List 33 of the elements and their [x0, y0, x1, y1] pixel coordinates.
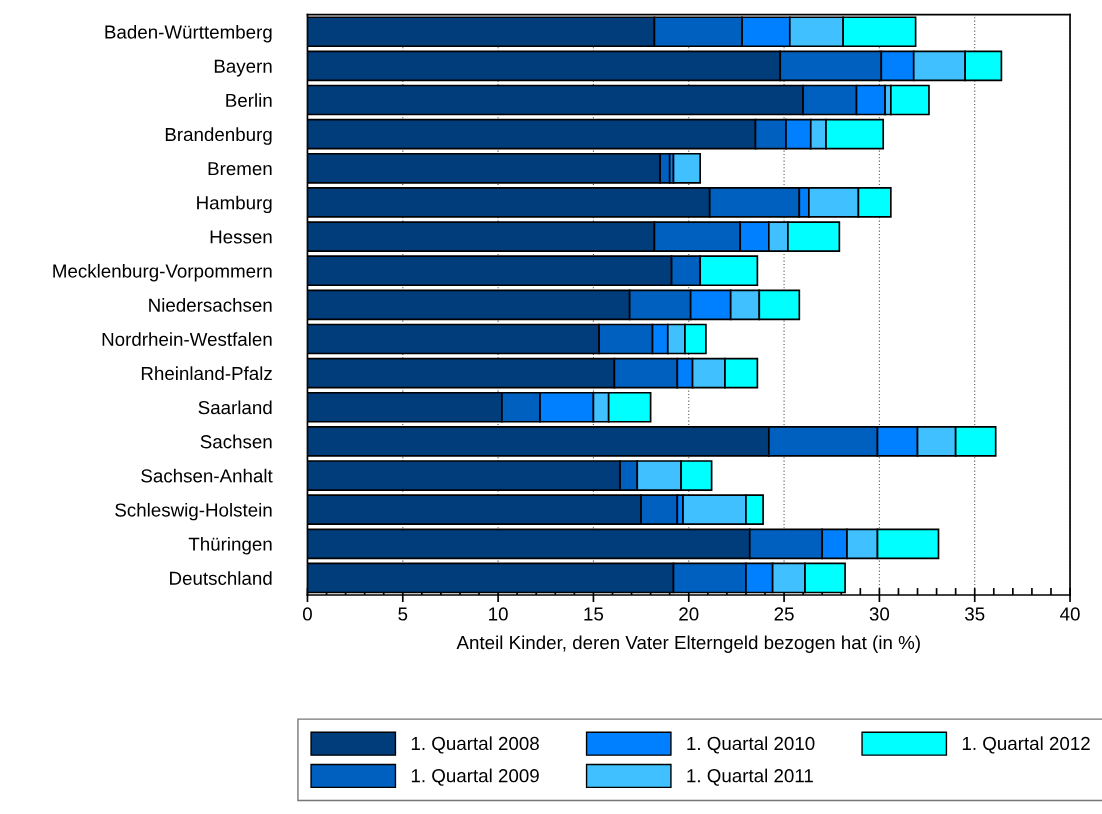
y-tick-label: Hamburg: [197, 195, 272, 214]
x-tick-label: 0: [302, 607, 312, 621]
y-tick-label: Nordrhein-Westfalen: [102, 332, 272, 346]
x-tick-label: 25: [774, 607, 794, 621]
x-tick-label: 35: [965, 607, 985, 621]
y-tick-label: Saarland: [198, 400, 272, 415]
legend-label: 1. Quartal 2009: [411, 768, 539, 786]
y-tick-label: Hessen: [210, 230, 272, 244]
y-tick-label: Baden-Württemberg: [105, 24, 272, 43]
x-tick-label: 5: [398, 607, 408, 621]
x-tick-label: 30: [869, 607, 890, 621]
legend-label: 1. Quartal 2011: [687, 768, 813, 786]
y-tick-label: Deutschland: [170, 571, 272, 585]
x-tick-label: 20: [679, 607, 699, 621]
y-tick-label: Berlin: [226, 93, 272, 107]
y-tick-label: Sachsen: [200, 434, 272, 449]
y-tick-label: Brandenburg: [165, 127, 272, 145]
x-tick-label: 10: [489, 607, 508, 621]
legend-label: 1. Quartal 2012: [962, 736, 1090, 754]
y-tick-label: Bremen: [208, 162, 272, 176]
y-tick-label: Mecklenburg-Vorpommern: [53, 263, 272, 282]
legend-label: 1. Quartal 2008: [411, 736, 539, 754]
y-tick-label: Niedersachsen: [149, 298, 272, 312]
y-tick-label: Bayern: [214, 59, 272, 77]
x-tick-label: 40: [1060, 607, 1080, 621]
y-tick-label: Rheinland-Pfalz: [141, 366, 272, 381]
legend-label: 1. Quartal 2010: [687, 736, 815, 754]
x-tick-label: 15: [584, 607, 604, 621]
x-axis-title: Anteil Kinder, deren Vater Elterngeld bezogen hat (in %): [456, 635, 920, 653]
y-tick-label: Thüringen: [188, 537, 272, 555]
bar: [672, 152, 702, 184]
y-tick-label: Sachsen-Anhalt: [141, 468, 273, 483]
y-tick-label: Schleswig-Holstein: [115, 502, 272, 521]
